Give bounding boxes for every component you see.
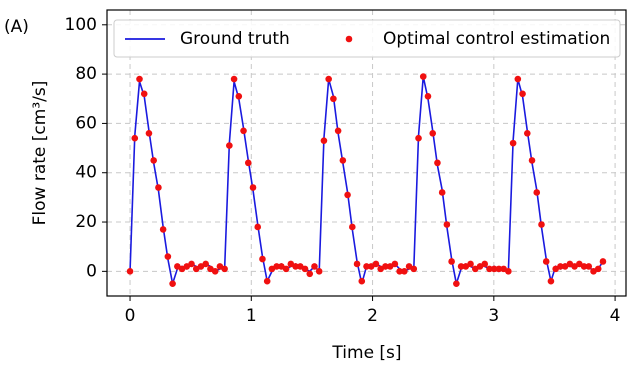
data-point — [557, 263, 564, 270]
data-point — [419, 73, 427, 80]
data-point — [519, 90, 526, 98]
data-point — [580, 263, 588, 270]
data-point — [443, 221, 451, 228]
data-point — [514, 75, 522, 83]
data-point — [401, 268, 408, 275]
y-tick-label: 100 — [65, 15, 97, 35]
y-tick-label: 60 — [75, 113, 97, 133]
data-point — [486, 265, 493, 273]
data-point — [240, 127, 247, 135]
data-point — [230, 75, 238, 83]
data-point — [188, 260, 195, 268]
data-point — [594, 265, 602, 273]
data-point — [145, 129, 153, 137]
data-point — [538, 221, 545, 228]
data-point — [438, 189, 446, 196]
data-point — [410, 265, 418, 273]
data-point — [339, 157, 347, 164]
data-point — [415, 134, 422, 142]
data-point — [372, 260, 380, 268]
data-point — [585, 263, 593, 270]
x-tick-label: 3 — [488, 306, 499, 326]
data-point — [495, 265, 503, 273]
data-point — [273, 263, 280, 270]
data-point — [126, 268, 134, 275]
data-point — [131, 134, 139, 142]
data-point — [542, 258, 550, 265]
data-point — [325, 75, 332, 83]
data-point — [353, 260, 361, 268]
data-point — [301, 265, 309, 273]
data-point — [249, 184, 257, 191]
data-point — [382, 263, 389, 270]
data-point — [292, 263, 299, 270]
data-point — [221, 265, 228, 273]
data-point — [523, 129, 531, 137]
data-point — [528, 157, 536, 164]
panel-label: (A) — [4, 17, 29, 37]
data-point — [509, 139, 517, 147]
data-point — [226, 142, 233, 149]
data-point — [211, 268, 219, 275]
data-point — [424, 92, 432, 100]
data-point — [363, 263, 370, 270]
data-point — [315, 268, 323, 275]
x-tick-label: 2 — [367, 306, 378, 326]
data-point — [311, 263, 318, 270]
data-point — [164, 253, 172, 260]
legend-label: Ground truth — [180, 29, 290, 49]
data-line — [129, 76, 604, 285]
data-point — [349, 223, 356, 231]
legend-swatch — [345, 35, 353, 43]
x-tick-label: 4 — [610, 306, 621, 326]
data-point — [259, 255, 266, 263]
data-point — [169, 280, 176, 287]
legend-label: Optimal control estimation — [383, 29, 610, 49]
data-point — [202, 260, 210, 268]
data-point — [155, 184, 162, 191]
data-point — [358, 277, 366, 285]
data-point — [263, 277, 271, 285]
data-point — [330, 95, 337, 103]
y-tick-label: 20 — [75, 212, 97, 232]
plot-frame — [106, 9, 627, 297]
y-tick-label: 80 — [75, 64, 97, 84]
data-point — [490, 265, 498, 273]
data-point — [320, 137, 328, 144]
y-tick-label: 40 — [75, 163, 97, 183]
data-point — [448, 258, 455, 265]
y-tick-label: 0 — [86, 261, 97, 281]
data-point — [136, 75, 143, 83]
data-point — [434, 159, 441, 167]
data-point — [282, 265, 290, 273]
data-point — [140, 90, 148, 98]
x-tick-label: 1 — [246, 306, 257, 326]
data-point — [235, 92, 243, 100]
data-point — [396, 268, 403, 275]
data-point — [244, 159, 252, 167]
legend-box — [113, 19, 621, 58]
data-point — [391, 260, 399, 268]
data-point — [505, 268, 512, 275]
data-point — [334, 127, 342, 135]
x-tick-label: 0 — [125, 306, 136, 326]
data-point — [533, 189, 541, 196]
data-point — [344, 191, 351, 199]
data-point — [159, 226, 167, 233]
data-point — [599, 258, 607, 265]
data-point — [457, 263, 465, 270]
data-point — [429, 129, 437, 137]
data-point — [547, 277, 555, 285]
x-axis-label: Time [s] — [331, 343, 401, 363]
data-point — [467, 260, 474, 268]
data-point — [481, 260, 489, 268]
data-point — [150, 157, 157, 164]
data-point — [254, 223, 262, 231]
data-point — [306, 270, 314, 278]
y-axis-label: Flow rate [cm³/s] — [30, 81, 50, 226]
data-point — [453, 280, 460, 287]
